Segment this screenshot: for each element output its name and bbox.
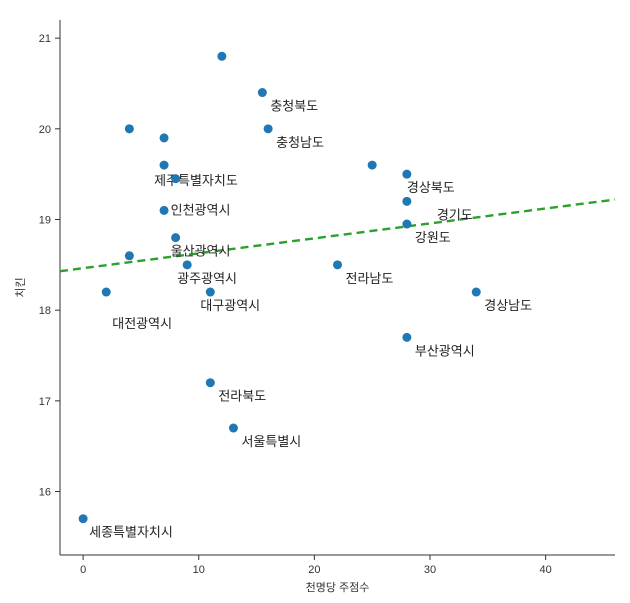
point-label: 경상북도: [407, 180, 455, 195]
y-tick-label: 16: [39, 487, 51, 499]
data-point: [402, 333, 411, 342]
data-point: [402, 170, 411, 179]
data-point: [472, 288, 481, 297]
data-point: [402, 197, 411, 206]
point-label: 전라북도: [218, 389, 266, 404]
x-tick-label: 0: [80, 564, 86, 576]
point-label: 서울특별시: [241, 434, 301, 449]
data-point: [183, 260, 192, 269]
point-label: 부산광역시: [415, 343, 475, 358]
data-point: [206, 378, 215, 387]
data-point: [264, 124, 273, 133]
data-point: [160, 161, 169, 170]
data-point: [125, 124, 134, 133]
y-tick-label: 19: [39, 214, 51, 226]
point-label: 경기도: [437, 207, 473, 222]
point-label: 충청남도: [276, 135, 324, 150]
data-point: [229, 424, 238, 433]
point-label: 광주광역시: [177, 271, 237, 286]
point-label: 세종특별자치시: [89, 525, 173, 540]
data-point: [368, 161, 377, 170]
point-label: 인천광역시: [171, 203, 231, 218]
x-tick-label: 20: [308, 564, 320, 576]
x-tick-label: 10: [193, 564, 205, 576]
y-tick-label: 20: [39, 124, 51, 136]
y-tick-label: 21: [39, 33, 51, 45]
point-label: 제주특별자치도: [154, 173, 238, 188]
data-point: [171, 233, 180, 242]
y-tick-label: 18: [39, 305, 51, 317]
data-point: [258, 88, 267, 97]
chart-bg: [0, 0, 630, 603]
data-point: [402, 220, 411, 229]
data-point: [102, 288, 111, 297]
data-point: [125, 251, 134, 260]
data-point: [160, 206, 169, 215]
point-label: 대전광역시: [112, 316, 172, 331]
point-label: 대구광역시: [200, 298, 260, 313]
data-point: [171, 174, 180, 183]
y-tick-label: 17: [39, 396, 51, 408]
x-tick-label: 30: [424, 564, 436, 576]
point-label: 전라남도: [346, 271, 394, 286]
scatter-chart: 0 10 20 30 40 16 17 18 19 20 21 천명당 주점수 치킨 충청북도충청남도제주…: [0, 0, 630, 603]
y-axis-label: 치킨: [14, 277, 27, 297]
x-axis-label: 천명당 주점수: [306, 580, 370, 594]
data-point: [160, 133, 169, 142]
data-point: [333, 260, 342, 269]
x-tick-label: 40: [540, 564, 552, 576]
point-label: 강원도: [415, 230, 451, 245]
data-point: [79, 514, 88, 523]
point-label: 울산광역시: [171, 244, 231, 259]
data-point: [206, 288, 215, 297]
point-label: 경상남도: [484, 298, 532, 313]
data-point: [217, 52, 226, 61]
point-label: 충청북도: [270, 99, 318, 114]
